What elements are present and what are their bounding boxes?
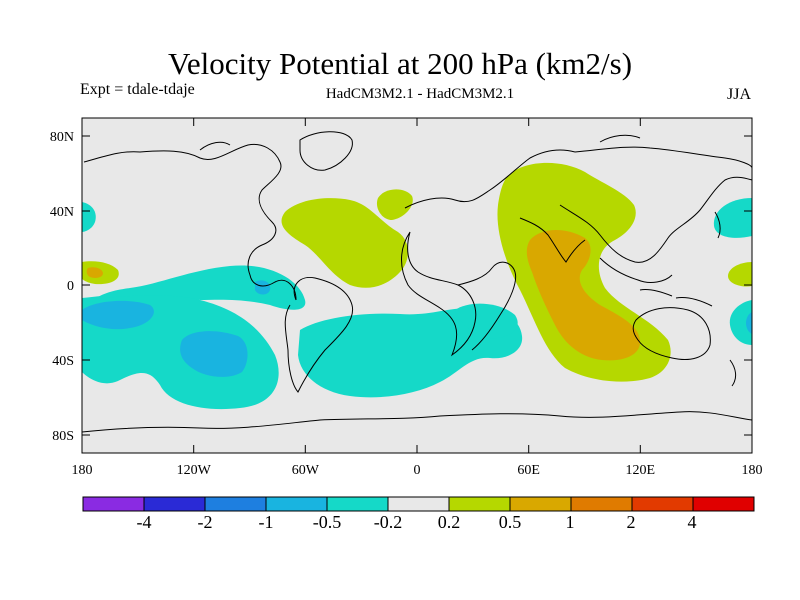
positive-region-north-europe <box>376 189 413 220</box>
colorbar-swatch <box>570 496 633 512</box>
negative-region-northwest-pacific <box>713 198 752 238</box>
colorbar-label: -2 <box>198 512 213 532</box>
lat-tick-label: 40S <box>52 354 74 369</box>
positive-core-dateline <box>86 267 103 278</box>
lon-tick-label: 180 <box>742 463 763 478</box>
negative-core-far-west <box>746 312 752 334</box>
colorbar-swatch <box>265 496 328 512</box>
colorbar-label: 4 <box>688 512 697 532</box>
lat-tick-label: 80N <box>50 130 74 145</box>
lon-tick-label: 0 <box>414 463 421 478</box>
negative-region-west-pacific <box>729 300 752 345</box>
negative-core-east-pacific <box>255 280 271 295</box>
positive-region-pacific-dateline-east <box>728 262 752 287</box>
colorbar-swatch <box>387 496 450 512</box>
colorbar-swatch <box>448 496 511 512</box>
negative-core-south-pacific <box>180 331 248 377</box>
colorbar-swatch <box>204 496 267 512</box>
experiment-label: Expt = tdale-tdaje <box>80 81 195 98</box>
colorbar-swatch <box>692 496 755 512</box>
colorbar-label: -1 <box>259 512 274 532</box>
lon-tick-label: 180 <box>72 463 93 478</box>
lon-tick-label: 120W <box>177 463 212 478</box>
colorbar-swatch <box>631 496 694 512</box>
negative-core-central-pacific <box>82 300 154 330</box>
colorbar-swatch <box>509 496 572 512</box>
colorbar-label: -0.5 <box>313 512 342 532</box>
colorbar-label: 0.5 <box>499 512 522 532</box>
negative-region-north-atlantic-west <box>82 202 96 232</box>
lon-tick-label: 60E <box>517 463 540 478</box>
lat-tick-label: 40N <box>50 205 74 220</box>
map-title: Velocity Potential at 200 hPa (km2/s) <box>167 46 633 81</box>
lat-tick-label: 80S <box>52 429 74 444</box>
colorbar-swatch <box>143 496 206 512</box>
colorbar-label: -4 <box>137 512 152 532</box>
x-axis-ticks <box>193 118 641 453</box>
coastlines <box>82 131 752 433</box>
negative-region-equatorial-pacific <box>82 265 306 330</box>
colorbar-swatch <box>82 496 145 512</box>
colorbar-label: 2 <box>627 512 636 532</box>
contour-fields <box>82 131 752 433</box>
positive-core-indian-ocean <box>526 229 640 361</box>
y-axis-ticks <box>82 135 752 436</box>
colorbar <box>82 496 755 512</box>
negative-region-south-atlantic-indian <box>298 307 523 398</box>
lat-tick-label: 0 <box>67 279 74 294</box>
colorbar-labels: -4 -2 -1 -0.5 -0.2 0.2 0.5 1 2 4 <box>137 512 697 532</box>
lon-tick-label: 60W <box>292 463 320 478</box>
models-label: HadCM3M2.1 - HadCM3M2.1 <box>325 86 515 102</box>
season-label: JJA <box>727 86 752 103</box>
colorbar-label: 1 <box>566 512 575 532</box>
positive-region-north-atlantic <box>281 198 408 288</box>
colorbar-label: -0.2 <box>374 512 403 532</box>
colorbar-swatch <box>326 496 389 512</box>
lon-tick-label: 120E <box>626 463 656 478</box>
colorbar-label: 0.2 <box>438 512 461 532</box>
